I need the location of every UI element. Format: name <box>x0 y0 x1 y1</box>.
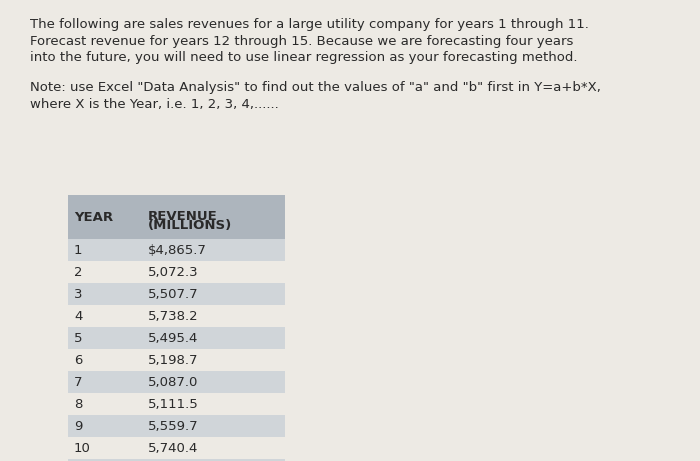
Text: (MILLIONS): (MILLIONS) <box>148 219 232 232</box>
Text: 5: 5 <box>74 331 83 344</box>
Text: 5,738.2: 5,738.2 <box>148 309 199 323</box>
Text: 3: 3 <box>74 288 83 301</box>
Bar <box>68 239 285 261</box>
Text: 5,559.7: 5,559.7 <box>148 420 199 432</box>
Bar <box>68 327 285 349</box>
Text: 9: 9 <box>74 420 83 432</box>
Text: 5,740.4: 5,740.4 <box>148 442 198 455</box>
Text: The following are sales revenues for a large utility company for years 1 through: The following are sales revenues for a l… <box>30 18 589 31</box>
Text: 5,507.7: 5,507.7 <box>148 288 199 301</box>
Text: 5,087.0: 5,087.0 <box>148 376 198 389</box>
Bar <box>68 283 285 305</box>
Text: Note: use Excel "Data Analysis" to find out the values of "a" and "b" first in Y: Note: use Excel "Data Analysis" to find … <box>30 82 601 95</box>
Bar <box>68 195 285 239</box>
Text: into the future, you will need to use linear regression as your forecasting meth: into the future, you will need to use li… <box>30 51 578 64</box>
Text: 1: 1 <box>74 243 83 256</box>
Text: Forecast revenue for years 12 through 15. Because we are forecasting four years: Forecast revenue for years 12 through 15… <box>30 35 573 47</box>
Bar <box>68 459 285 461</box>
Text: 5,495.4: 5,495.4 <box>148 331 198 344</box>
Text: 10: 10 <box>74 442 91 455</box>
Text: $4,865.7: $4,865.7 <box>148 243 207 256</box>
Text: 4: 4 <box>74 309 83 323</box>
Text: 7: 7 <box>74 376 83 389</box>
Bar <box>68 349 285 371</box>
Text: 5,111.5: 5,111.5 <box>148 397 199 410</box>
Text: REVENUE: REVENUE <box>148 210 218 223</box>
Bar <box>68 371 285 393</box>
Bar <box>68 261 285 283</box>
Text: 6: 6 <box>74 354 83 366</box>
Bar <box>68 393 285 415</box>
Text: 8: 8 <box>74 397 83 410</box>
Bar <box>68 415 285 437</box>
Text: YEAR: YEAR <box>74 211 113 224</box>
Text: 5,198.7: 5,198.7 <box>148 354 199 366</box>
Bar <box>68 437 285 459</box>
Text: 2: 2 <box>74 266 83 278</box>
Text: where X is the Year, i.e. 1, 2, 3, 4,......: where X is the Year, i.e. 1, 2, 3, 4,...… <box>30 98 279 111</box>
Bar <box>68 305 285 327</box>
Text: 5,072.3: 5,072.3 <box>148 266 199 278</box>
